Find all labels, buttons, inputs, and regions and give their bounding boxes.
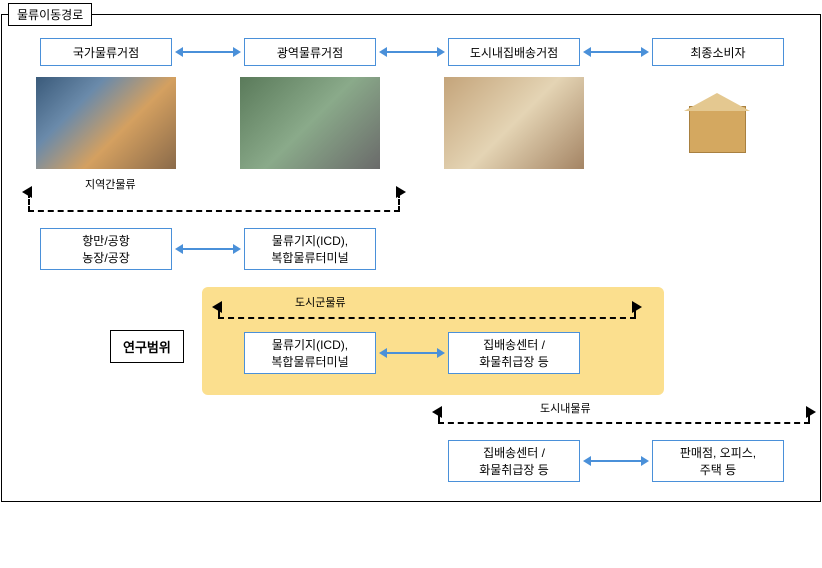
cardbox-icon — [684, 93, 754, 153]
dash-ir-al — [22, 186, 32, 198]
label-interregion: 지역간물류 — [85, 176, 136, 192]
label-intraurban: 도시내물류 — [540, 400, 591, 416]
dash-ur-al — [212, 301, 222, 313]
scope-right-l2: 화물취급장 등 — [479, 353, 549, 370]
dash-iu-ar — [806, 406, 816, 418]
arrow-top-1 — [182, 51, 234, 53]
bottom-right-l1: 판매점, 오피스, — [680, 444, 756, 461]
box-consumer-label: 최종소비자 — [690, 44, 745, 61]
mid-right-l1: 물류기지(ICD), — [272, 232, 348, 249]
box-consumer: 최종소비자 — [652, 38, 784, 66]
bottom-left-l1: 집배송센터 / — [483, 444, 545, 461]
mid-left-l1: 항만/공항 — [82, 232, 130, 249]
box-bottom-left: 집배송센터 / 화물취급장 등 — [448, 440, 580, 482]
scope-label: 연구범위 — [110, 330, 184, 363]
arrow-top-2 — [386, 51, 438, 53]
dash-ir-ar — [396, 186, 406, 198]
box-scope-left: 물류기지(ICD), 복합물류터미널 — [244, 332, 376, 374]
scope-text: 연구범위 — [123, 340, 171, 355]
box-regional: 광역물류거점 — [244, 38, 376, 66]
scope-left-l1: 물류기지(ICD), — [272, 336, 348, 353]
box-urban: 도시내집배송거점 — [448, 38, 580, 66]
dash-iu-h — [438, 422, 810, 424]
box-national-label: 국가물류거점 — [73, 44, 139, 61]
mid-left-l2: 농장/공장 — [82, 249, 130, 266]
scope-right-l1: 집배송센터 / — [483, 336, 545, 353]
dash-ir-h — [28, 210, 400, 212]
arrow-mid — [182, 248, 234, 250]
bottom-left-l2: 화물취급장 등 — [479, 461, 549, 478]
arrow-scope — [386, 352, 438, 354]
box-urban-label: 도시내집배송거점 — [470, 44, 558, 61]
dash-ur-h — [218, 317, 636, 319]
box-mid-left: 항만/공항 농장/공장 — [40, 228, 172, 270]
dash-iu-al — [432, 406, 442, 418]
frame-title: 물류이동경로 — [8, 3, 92, 26]
dash-ur-ar — [632, 301, 642, 313]
mid-right-l2: 복합물류터미널 — [271, 249, 348, 266]
box-bottom-right: 판매점, 오피스, 주택 등 — [652, 440, 784, 482]
image-port — [36, 77, 176, 169]
bottom-right-l2: 주택 등 — [700, 461, 736, 478]
image-aerial — [240, 77, 380, 169]
box-national: 국가물류거점 — [40, 38, 172, 66]
box-scope-right: 집배송센터 / 화물취급장 등 — [448, 332, 580, 374]
box-mid-right: 물류기지(ICD), 복합물류터미널 — [244, 228, 376, 270]
label-urbanregion: 도시군물류 — [295, 294, 346, 310]
box-regional-label: 광역물류거점 — [277, 44, 343, 61]
image-box — [670, 77, 768, 169]
arrow-top-3 — [590, 51, 642, 53]
image-warehouse — [444, 77, 584, 169]
scope-left-l2: 복합물류터미널 — [271, 353, 348, 370]
arrow-bottom — [590, 460, 642, 462]
